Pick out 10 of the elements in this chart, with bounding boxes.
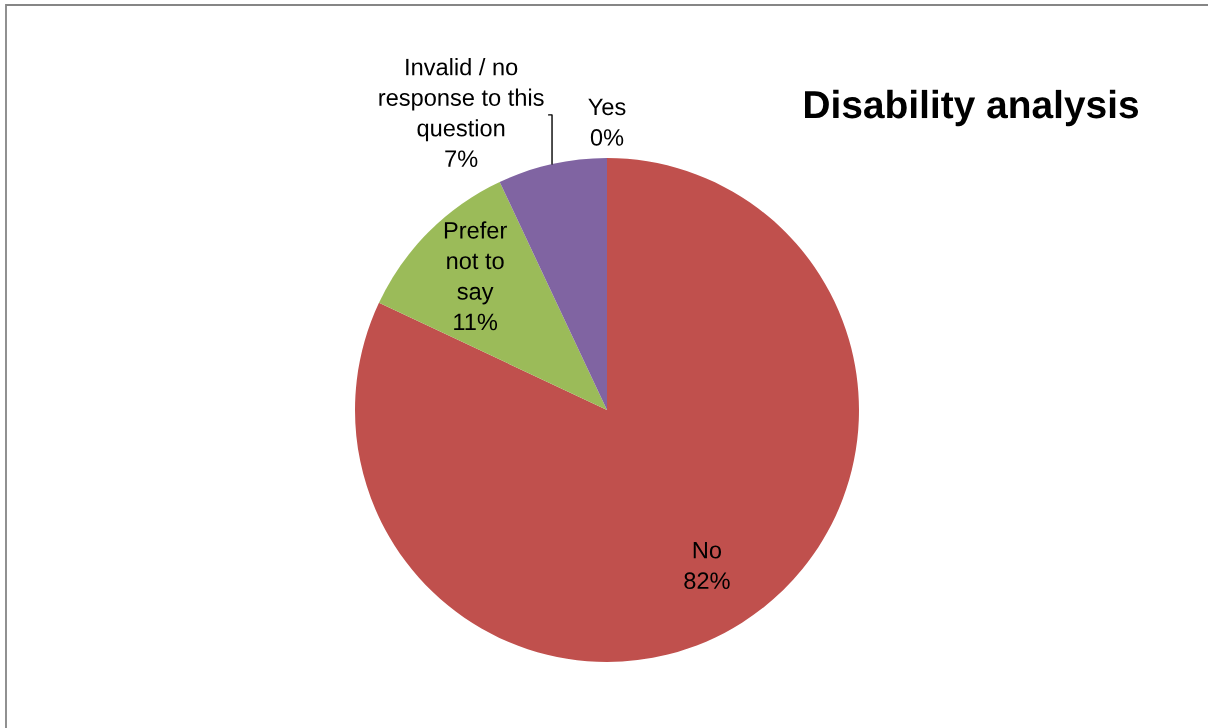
data-label: 82%	[684, 572, 730, 590]
data-label: 11%	[454, 313, 498, 331]
slice-label: Invalid / no response to this question	[379, 58, 544, 142]
pie-slice	[378, 181, 607, 410]
text: Disability analysis	[805, 89, 1139, 127]
data-label: 7%	[445, 150, 478, 167]
slice-label: No	[693, 542, 722, 559]
category-label: Yes	[588, 98, 626, 116]
slice-label: Prefer not to say	[444, 221, 507, 305]
text: 0%	[590, 129, 624, 146]
